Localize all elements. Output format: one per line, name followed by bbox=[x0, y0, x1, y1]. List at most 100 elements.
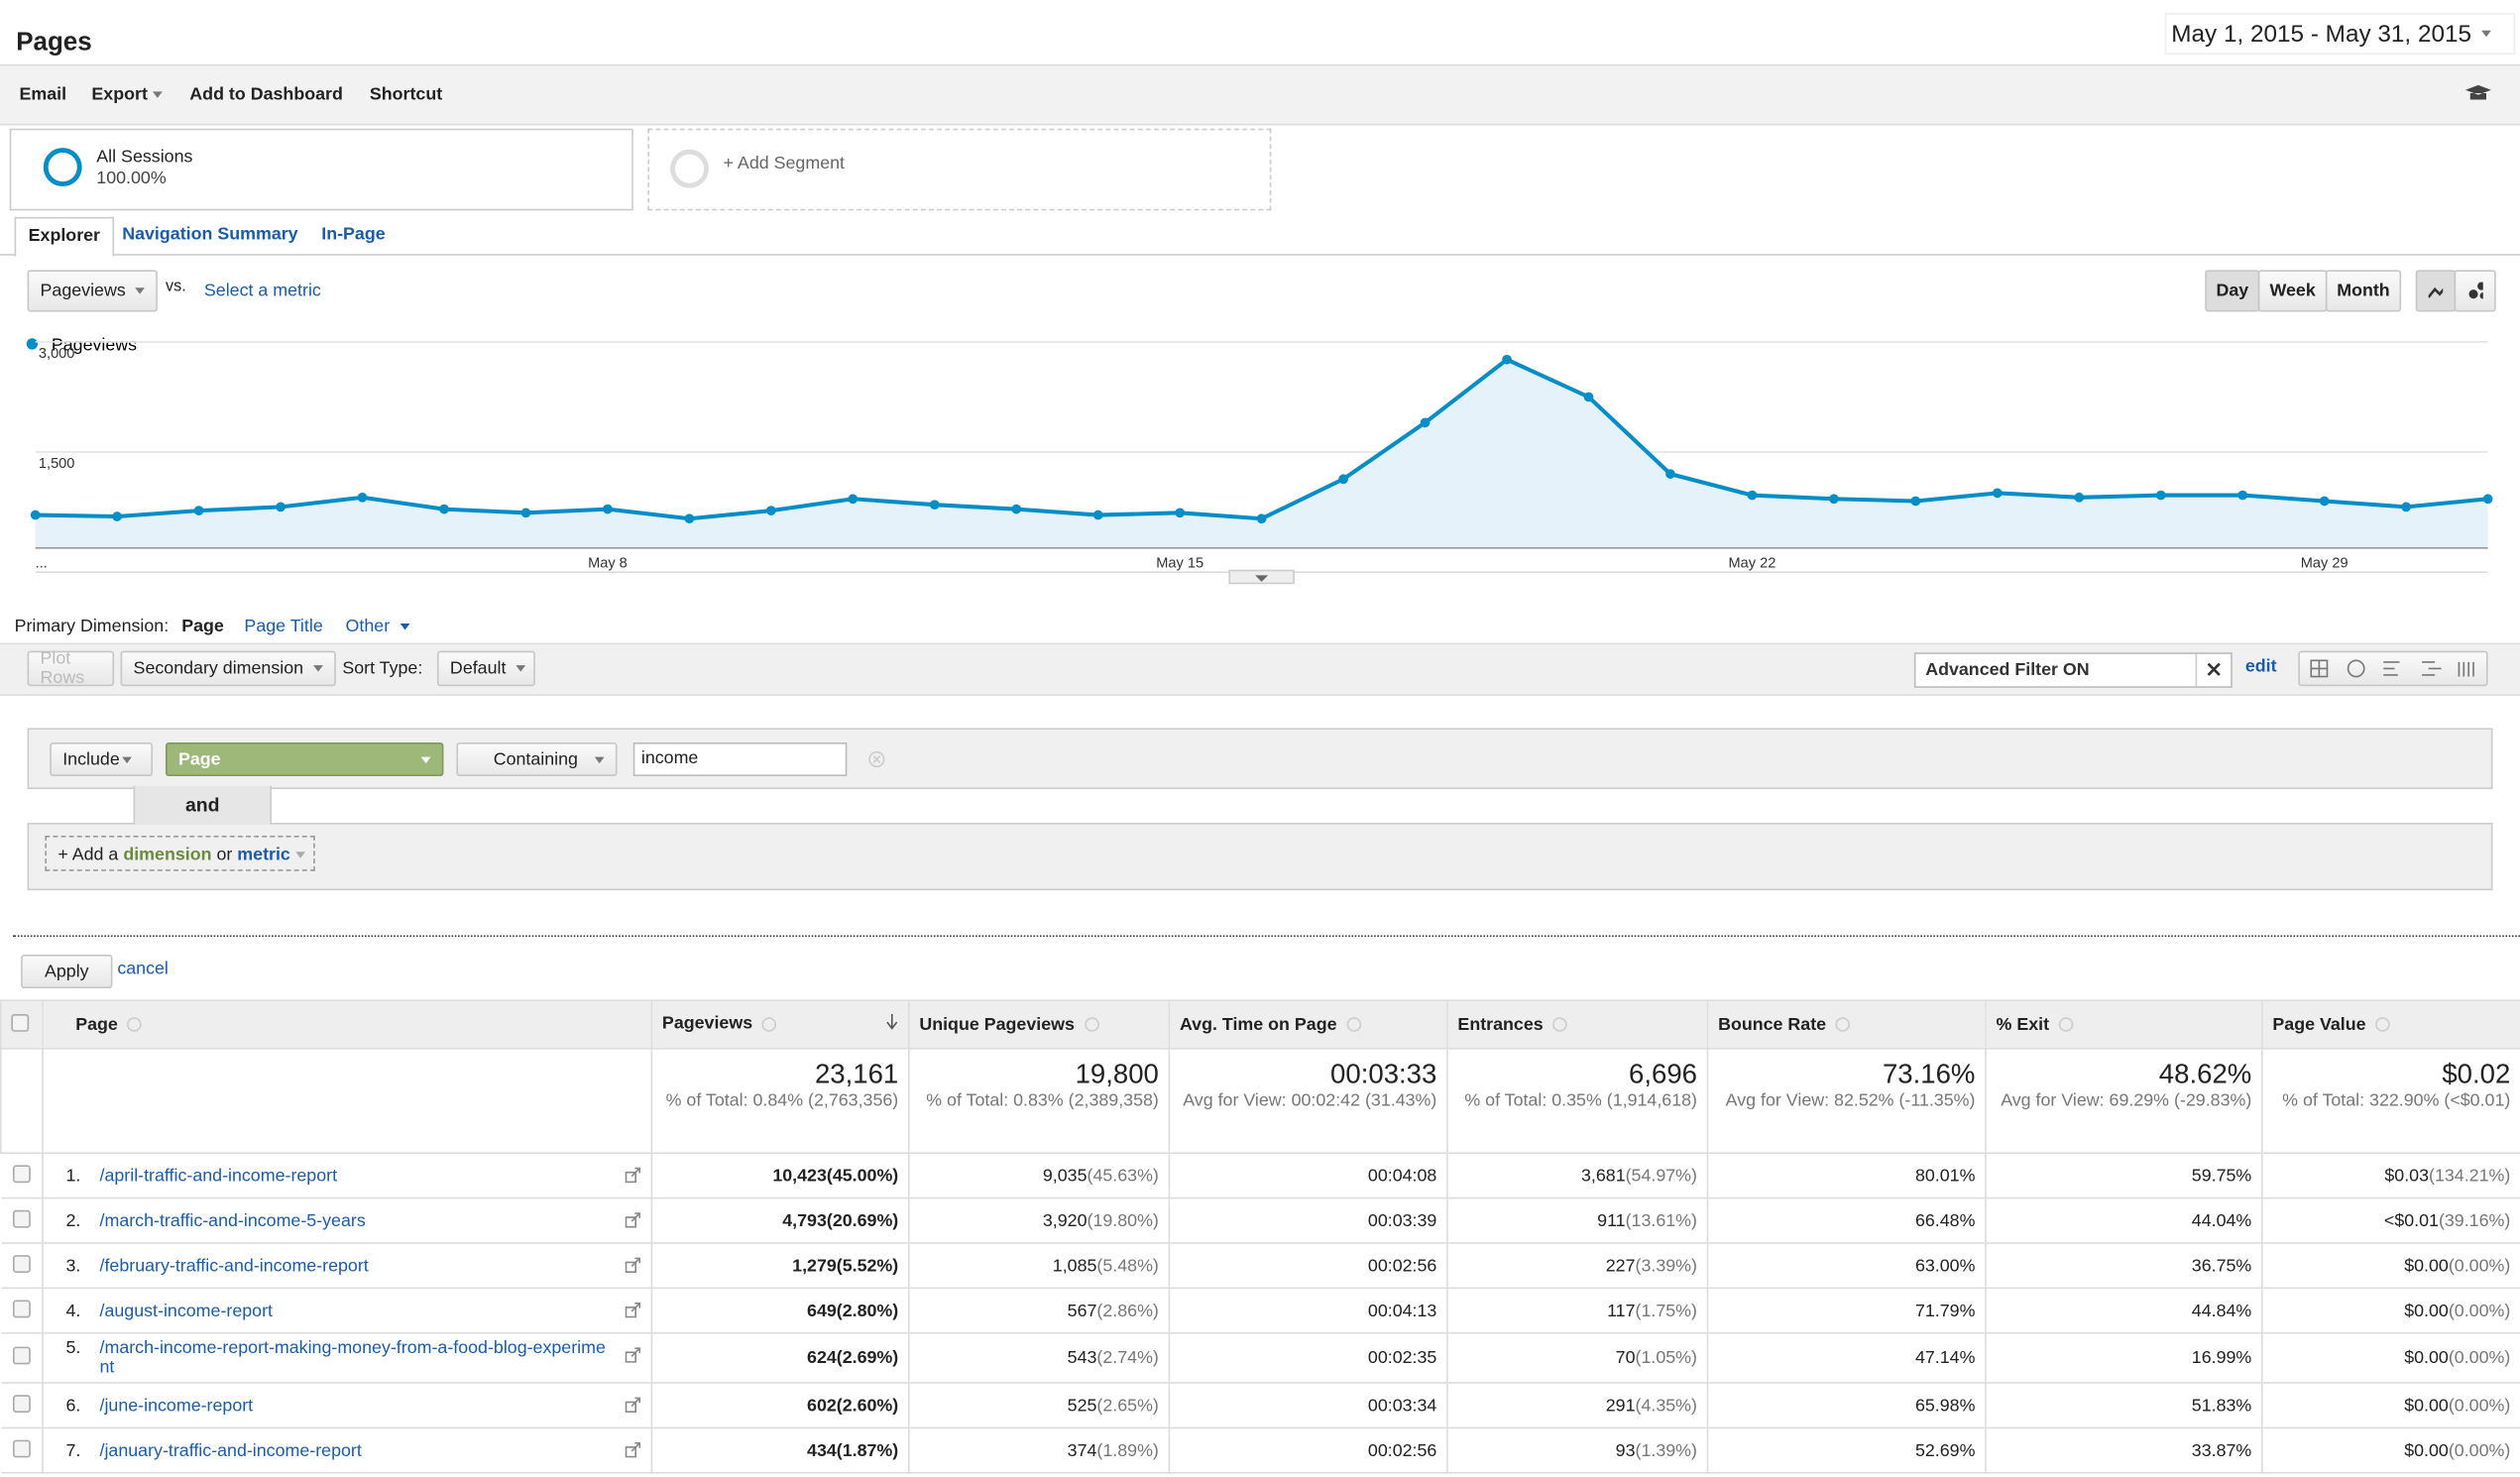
granularity-day[interactable]: Day bbox=[2205, 270, 2260, 312]
dimension-option-active[interactable]: Page bbox=[181, 617, 224, 636]
add-prefix: + Add a bbox=[57, 845, 119, 865]
header-cell[interactable]: Page Value bbox=[2261, 999, 2520, 1050]
dimension-option[interactable]: Other bbox=[346, 618, 409, 636]
date-range[interactable]: May 1, 2015 - May 31, 2015 bbox=[2164, 12, 2516, 56]
metric-share: (4.35%) bbox=[1635, 1396, 1697, 1416]
metric-value: 4,793 bbox=[782, 1210, 827, 1231]
tab[interactable]: In-Page bbox=[321, 224, 386, 245]
view-switcher[interactable] bbox=[2298, 650, 2488, 687]
metric-share: (45.00%) bbox=[826, 1166, 899, 1186]
metric-value: 00:02:56 bbox=[1367, 1255, 1437, 1276]
toolbar-item[interactable]: Email bbox=[19, 84, 67, 105]
open-page-icon[interactable] bbox=[625, 1257, 641, 1278]
toolbar-item[interactable]: Shortcut bbox=[369, 84, 443, 105]
metric-cell: 44.04% bbox=[1985, 1196, 2263, 1244]
select-metric[interactable]: Select a metric bbox=[203, 281, 321, 301]
metric-value: 00:03:34 bbox=[1367, 1396, 1437, 1416]
total-value: 19,800 bbox=[1075, 1059, 1159, 1090]
page-link[interactable]: /january-traffic-and-income-report bbox=[99, 1440, 362, 1460]
metric-value: 00:04:13 bbox=[1367, 1301, 1437, 1320]
open-page-icon[interactable] bbox=[625, 1302, 641, 1322]
metric-share: (0.00%) bbox=[2448, 1396, 2511, 1416]
metric-share: (0.00%) bbox=[2448, 1301, 2511, 1320]
dimension-dropdown[interactable]: Page bbox=[165, 741, 444, 777]
remove-condition[interactable] bbox=[867, 750, 885, 768]
sort-dropdown[interactable]: Default bbox=[436, 650, 535, 687]
open-page-icon[interactable] bbox=[625, 1441, 641, 1462]
granularity-week[interactable]: Week bbox=[2257, 270, 2328, 312]
checkbox[interactable] bbox=[12, 1394, 31, 1413]
page-link[interactable]: /april-traffic-and-income-report bbox=[99, 1166, 338, 1186]
metric-value: $0.00 bbox=[2404, 1440, 2449, 1460]
motion-chart-button[interactable] bbox=[2454, 270, 2496, 312]
checkbox[interactable] bbox=[12, 1208, 31, 1227]
point bbox=[1910, 496, 1921, 507]
match-dropdown[interactable]: Containing bbox=[456, 741, 618, 777]
metric-value: 9,035 bbox=[1042, 1166, 1088, 1186]
line-chart-button[interactable] bbox=[2415, 270, 2457, 312]
tab[interactable]: Navigation Summary bbox=[122, 224, 298, 245]
metric-cell: 374(1.89%) bbox=[908, 1426, 1171, 1474]
icon bbox=[2310, 659, 2474, 678]
page-link[interactable]: /march-income-report-making-money-from-a… bbox=[99, 1338, 606, 1378]
add-segment[interactable]: + Add Segment bbox=[723, 154, 845, 174]
add-dimension[interactable]: dimension bbox=[123, 845, 212, 865]
toolbar bbox=[0, 63, 2520, 126]
page-link[interactable]: /june-income-report bbox=[99, 1396, 254, 1416]
help-icon[interactable] bbox=[2463, 83, 2492, 102]
metric-dropdown[interactable]: Pageviews bbox=[27, 270, 158, 312]
open-page-icon[interactable] bbox=[625, 1347, 641, 1368]
checkbox[interactable] bbox=[12, 1438, 31, 1457]
filter-clear[interactable] bbox=[2195, 653, 2233, 687]
cancel-link[interactable]: cancel bbox=[117, 959, 169, 979]
secondary-dimension[interactable]: Secondary dimension bbox=[120, 650, 336, 687]
plot-rows-button[interactable]: Plot Rows bbox=[27, 649, 115, 688]
tab-active[interactable]: Explorer bbox=[14, 216, 115, 258]
metric-cell: 70(1.05%) bbox=[1446, 1331, 1709, 1384]
include-dropdown[interactable]: Include bbox=[50, 741, 154, 777]
add-metric[interactable]: metric bbox=[237, 845, 290, 865]
header-cell[interactable]: Entrances bbox=[1446, 999, 1709, 1050]
open-page-icon[interactable] bbox=[625, 1211, 641, 1232]
caret bbox=[420, 755, 431, 763]
open-page-icon[interactable] bbox=[625, 1397, 641, 1418]
open-page-icon[interactable] bbox=[625, 1167, 641, 1188]
point bbox=[1011, 504, 1022, 514]
edit-filter[interactable]: edit bbox=[2244, 657, 2277, 677]
total-value: $0.02 bbox=[2442, 1059, 2511, 1090]
header-cell[interactable]: Bounce Rate bbox=[1706, 999, 1987, 1050]
metric-cell: 434(1.87%) bbox=[651, 1426, 910, 1474]
header-cell[interactable]: Unique Pageviews bbox=[907, 999, 1171, 1050]
add-condition[interactable]: + Add a dimension or metric bbox=[45, 836, 315, 871]
granularity-month[interactable]: Month bbox=[2325, 270, 2402, 312]
checkbox[interactable] bbox=[12, 1254, 31, 1273]
metric-cell: $0.00(0.00%) bbox=[2261, 1287, 2520, 1334]
toolbar-item[interactable]: Export bbox=[91, 85, 163, 104]
dimension-option[interactable]: Page Title bbox=[244, 617, 323, 636]
filter-input[interactable]: income bbox=[632, 741, 848, 777]
header-cell[interactable]: Pageviews bbox=[650, 999, 910, 1050]
page-link[interactable]: /february-traffic-and-income-report bbox=[99, 1255, 369, 1276]
apply-button[interactable]: Apply bbox=[21, 954, 113, 989]
page-link[interactable]: /march-traffic-and-income-5-years bbox=[99, 1210, 366, 1231]
row-index: 2. bbox=[65, 1210, 81, 1231]
filter-box[interactable]: Advanced Filter ON bbox=[1913, 652, 2233, 688]
checkbox[interactable] bbox=[12, 1164, 31, 1183]
metric-share: (1.05%) bbox=[1635, 1348, 1697, 1368]
checkbox[interactable] bbox=[12, 1346, 31, 1365]
header-cell[interactable]: % Exit bbox=[1985, 999, 2263, 1050]
metric-cell: 9,035(45.63%) bbox=[908, 1152, 1171, 1199]
metric-value: 00:04:08 bbox=[1367, 1166, 1437, 1186]
toolbar-item[interactable]: Add to Dashboard bbox=[189, 84, 343, 105]
metric-cell: 624(2.69%) bbox=[651, 1331, 910, 1384]
header-cell[interactable]: Page bbox=[42, 999, 653, 1050]
icon bbox=[625, 1167, 641, 1184]
checkbox-cell bbox=[0, 1152, 44, 1199]
checkbox[interactable] bbox=[12, 1299, 31, 1317]
segment-box[interactable] bbox=[9, 128, 633, 211]
icon bbox=[625, 1302, 641, 1318]
add-segment-box[interactable] bbox=[647, 128, 1272, 211]
page-link[interactable]: /august-income-report bbox=[99, 1301, 273, 1320]
checkbox[interactable] bbox=[11, 1013, 30, 1031]
header-cell[interactable]: Avg. Time on Page bbox=[1168, 999, 1448, 1050]
